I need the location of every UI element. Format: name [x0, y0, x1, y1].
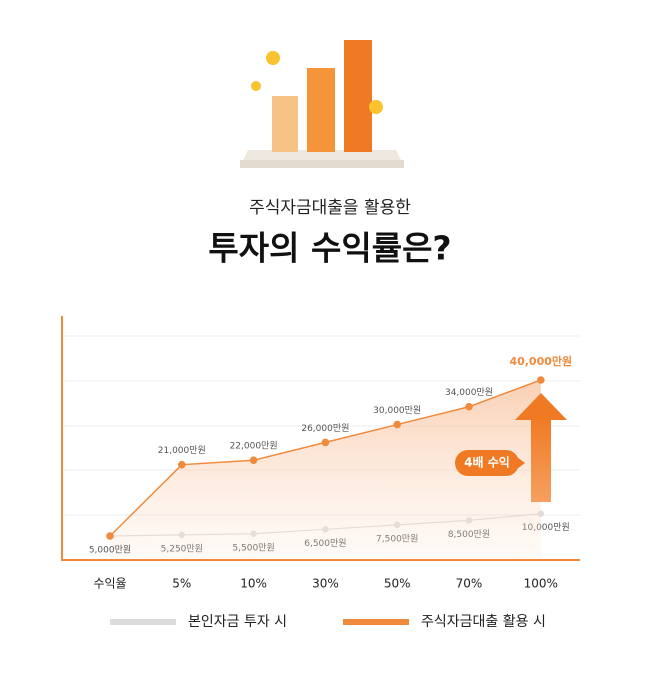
point [249, 456, 258, 465]
legend-label: 주식자금대출 활용 시 [421, 614, 546, 630]
x-tick-label: 30% [312, 577, 339, 591]
value-label: 26,000만원 [301, 423, 349, 434]
value-label: 40,000만원 [509, 354, 572, 368]
point [537, 376, 545, 384]
point [465, 402, 473, 411]
x-tick-label: 100% [524, 577, 558, 591]
arrow: 4배 수익 [455, 393, 567, 502]
value-label: 34,000만원 [445, 387, 493, 398]
x-tick-label: 50% [384, 577, 411, 591]
value-label: 22,000만원 [230, 441, 278, 452]
legend-label: 본인자금 투자 시 [188, 614, 287, 630]
value-label: 30,000만원 [373, 405, 421, 416]
x-tick-label: 70% [456, 577, 483, 591]
subtitle: 주식자금대출을 활용한 [249, 198, 411, 218]
value-label: 5,000만원 [89, 545, 131, 556]
icon [240, 40, 404, 168]
point [393, 420, 402, 429]
value-label: 10,000만원 [522, 522, 570, 533]
annotation: 4배 수익 [464, 455, 510, 470]
x-tick-label: 10% [240, 577, 267, 591]
point [178, 460, 186, 469]
point [106, 532, 114, 540]
area [110, 380, 541, 560]
x-tick-label: 5% [172, 577, 191, 591]
value-label: 21,000만원 [158, 445, 206, 456]
point [321, 438, 330, 447]
x-tick-label: 수익율 [93, 577, 126, 591]
title: 투자의 수익률은? [208, 229, 451, 268]
